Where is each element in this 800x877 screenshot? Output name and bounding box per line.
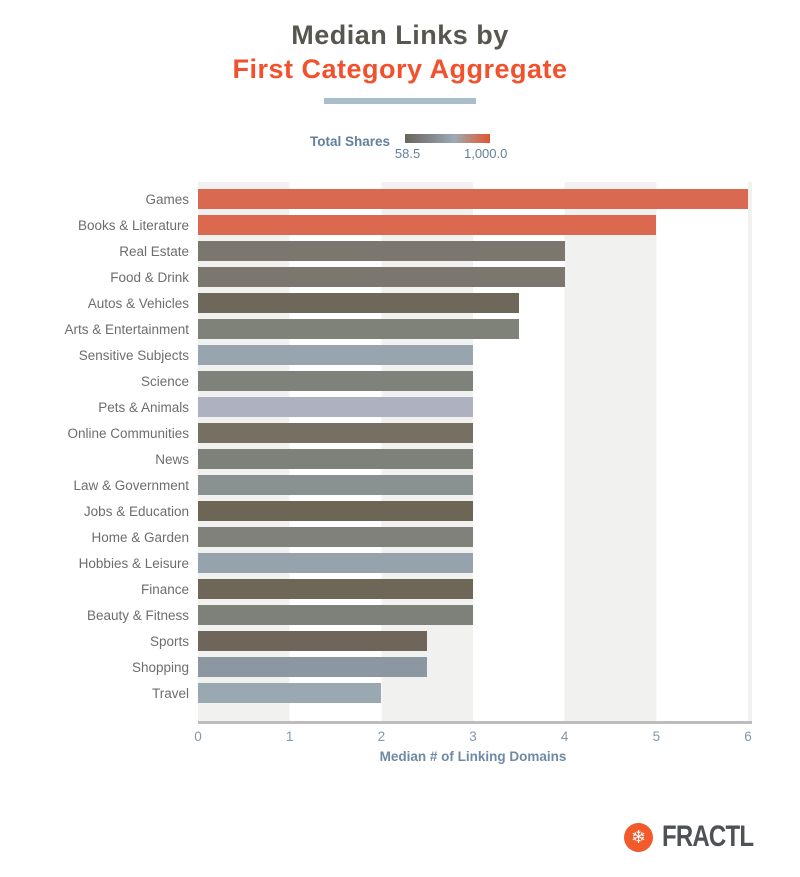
category-row: Pets & Animals xyxy=(98,394,748,420)
x-axis-line xyxy=(198,721,752,724)
bar xyxy=(198,423,473,443)
category-row: Books & Literature xyxy=(78,212,748,238)
legend-label: Total Shares xyxy=(309,134,391,149)
bar xyxy=(198,553,473,573)
category-label: Books & Literature xyxy=(77,217,189,233)
bar xyxy=(198,215,657,235)
category-label: Shopping xyxy=(131,659,189,675)
category-row: Travel xyxy=(152,680,748,706)
category-label: Real Estate xyxy=(119,243,189,259)
color-legend: Total Shares 58.5 1,000.0 xyxy=(0,134,800,161)
category-row: Food & Drink xyxy=(110,264,748,290)
x-tick-label: 3 xyxy=(469,729,477,744)
category-row: Law & Government xyxy=(73,472,748,498)
category-label: Online Communities xyxy=(67,425,189,441)
x-ticks: 0 1 2 3 4 5 6 xyxy=(194,729,752,746)
category-row: Sports xyxy=(150,628,748,654)
brand-wordmark: FRACTL xyxy=(662,820,754,853)
x-tick-label: 5 xyxy=(652,729,661,744)
x-tick-label: 4 xyxy=(560,729,569,744)
category-label: Travel xyxy=(151,685,189,701)
rows: Games Books & Literature Real Estate Food &… xyxy=(64,182,748,721)
category-row: Shopping xyxy=(132,654,748,680)
category-label: Finance xyxy=(140,581,189,597)
legend-ticks: 58.5 1,000.0 xyxy=(395,146,507,161)
category-label: Sensitive Subjects xyxy=(78,347,189,363)
bar xyxy=(198,683,382,703)
category-row: Beauty & Fitness xyxy=(87,602,748,628)
legend-gradient-bar xyxy=(405,134,491,143)
category-row: Sensitive Subjects xyxy=(79,342,748,368)
x-tick-label: 2 xyxy=(377,729,386,744)
bar xyxy=(198,605,473,625)
category-row: Arts & Entertainment xyxy=(64,316,748,342)
x-tick-label: 6 xyxy=(744,729,752,744)
category-label: Science xyxy=(140,373,189,389)
bar xyxy=(198,319,519,339)
bar xyxy=(198,501,473,521)
bar xyxy=(198,293,519,313)
category-row: Online Communities xyxy=(67,420,748,446)
category-label: Games xyxy=(145,191,189,207)
category-row: Hobbies & Leisure xyxy=(79,550,748,576)
x-axis-title: Median # of Linking Domains xyxy=(379,749,567,764)
category-label: Beauty & Fitness xyxy=(86,607,189,623)
title-underline xyxy=(324,98,476,105)
page-title: Median Links by First Category Aggregate xyxy=(0,20,800,105)
plot-right-gridline xyxy=(748,182,752,721)
fractl-logo: ❄ FRACTL xyxy=(624,820,776,854)
category-label: Hobbies & Leisure xyxy=(78,555,189,571)
plot-area: Games Books & Literature Real Estate Food &… xyxy=(64,182,752,721)
bar xyxy=(198,397,473,417)
snowflake-icon: ❄ xyxy=(624,822,654,852)
bar xyxy=(198,241,565,261)
legend-max-label: 1,000.0 xyxy=(463,146,508,161)
category-label: Home & Garden xyxy=(91,529,189,545)
title-line-1: Median Links by xyxy=(291,20,509,50)
category-label: Jobs & Education xyxy=(83,503,189,519)
category-label: Food & Drink xyxy=(110,269,189,285)
bar xyxy=(198,267,565,287)
category-row: Games xyxy=(145,186,748,212)
category-row: Finance xyxy=(141,576,748,602)
bar xyxy=(198,345,473,365)
bar xyxy=(198,449,473,469)
bar xyxy=(198,657,428,677)
x-tick-label: 1 xyxy=(285,729,294,744)
category-row: Science xyxy=(141,368,748,394)
bar xyxy=(198,189,748,209)
title-line-2: First Category Aggregate xyxy=(232,54,568,85)
x-tick-label: 0 xyxy=(194,729,202,744)
bar xyxy=(198,631,428,651)
category-label: Pets & Animals xyxy=(98,399,189,415)
bar xyxy=(198,579,473,599)
category-label: News xyxy=(155,451,189,467)
category-row: Jobs & Education xyxy=(84,498,748,524)
legend-scale: 58.5 1,000.0 xyxy=(395,134,507,161)
category-label: Arts & Entertainment xyxy=(64,321,189,337)
category-label: Sports xyxy=(149,633,189,649)
category-label: Law & Government xyxy=(73,477,189,493)
category-row: Autos & Vehicles xyxy=(88,290,748,316)
legend-min-label: 58.5 xyxy=(394,146,421,161)
category-row: Real Estate xyxy=(119,238,748,264)
category-row: News xyxy=(155,446,748,472)
bar-chart: Games Books & Literature Real Estate Food &… xyxy=(0,182,800,782)
category-label: Autos & Vehicles xyxy=(87,295,189,311)
bar xyxy=(198,527,473,547)
bar xyxy=(198,475,473,495)
bar xyxy=(198,371,473,391)
category-row: Home & Garden xyxy=(91,524,748,550)
